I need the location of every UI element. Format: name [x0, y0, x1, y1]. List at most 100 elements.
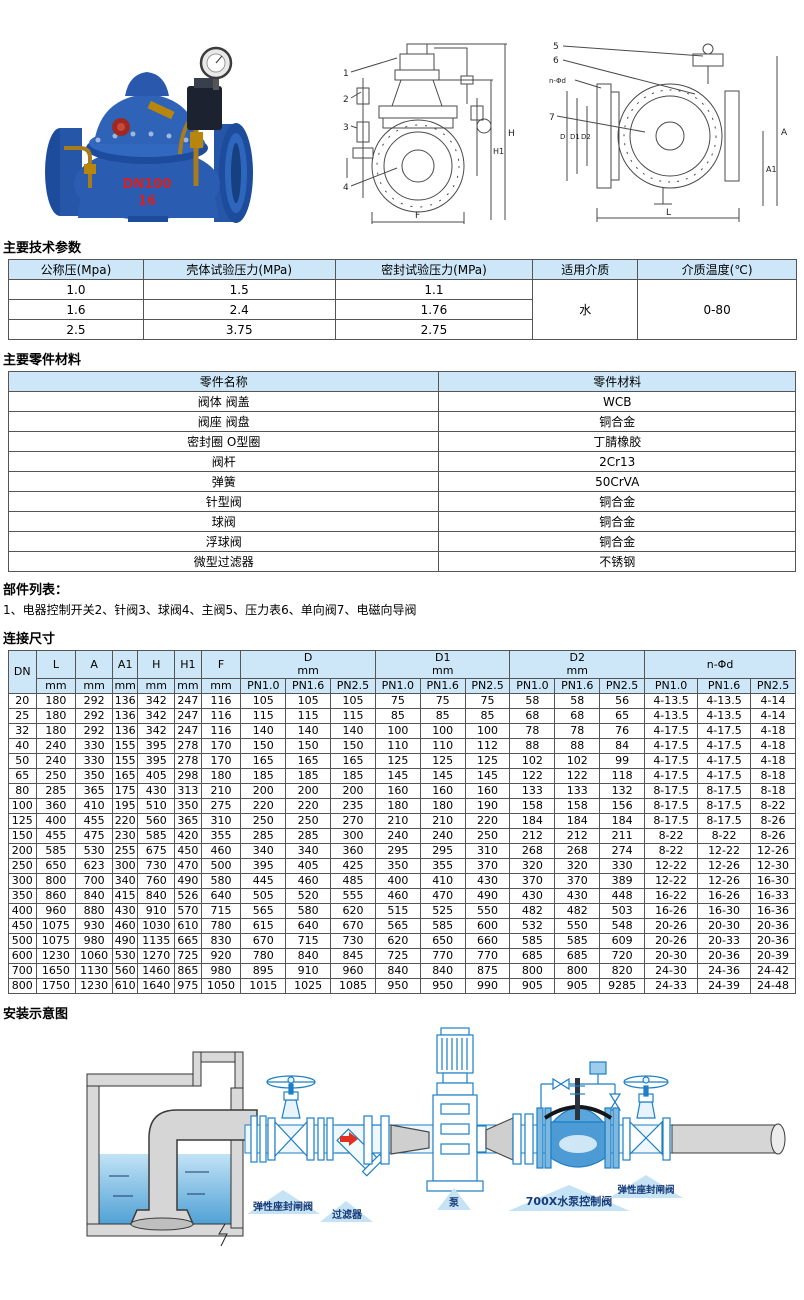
table-cell: 75 [374, 692, 421, 709]
label-triangle [247, 1189, 320, 1214]
table-cell: 212 [509, 827, 556, 844]
table-cell: 615 [240, 917, 287, 934]
small-handwheel-icon [112, 118, 130, 136]
table-cell: 310 [464, 842, 511, 859]
table-cell: 116 [200, 722, 242, 739]
table-cell: 58 [554, 692, 601, 709]
table-cell: 155 [111, 737, 139, 754]
table-cell: 320 [509, 857, 556, 874]
table-cell: 75 [464, 692, 511, 709]
table-cell: 220 [111, 812, 139, 829]
table-cell: 250 [240, 812, 287, 829]
table-cell: 110 [419, 737, 466, 754]
table-row: 1.0 1.5 1.1 水 0-80 [8, 279, 797, 340]
solenoid-valve [187, 78, 222, 130]
table-cell: 532 [509, 917, 556, 934]
table-cell: 730 [137, 857, 176, 874]
table-cell: 295 [374, 842, 421, 859]
table-cell: 8-17.5 [644, 797, 699, 814]
table-cell: 1270 [137, 947, 176, 964]
table-cell: 1.76 [334, 299, 534, 320]
table-cell: 247 [174, 692, 202, 709]
technical-drawing-side: 5 6 7 n-Φd D D1 D2 A A1 L [549, 42, 788, 222]
table-cell: 80 [8, 782, 37, 799]
gate-valve-2 [622, 1075, 671, 1161]
table-cell: 1460 [137, 962, 176, 979]
table-cell: 2.75 [334, 319, 534, 340]
table-cell: 78 [554, 722, 601, 739]
table-cell: 360 [330, 842, 376, 859]
column-header: 介质温度(℃) [637, 259, 797, 280]
pn-header: PN1.0 [374, 677, 421, 694]
table-cell-medium: 水 [532, 279, 639, 340]
table-cell: 278 [174, 752, 202, 769]
table-row: 40 240 330 155 395 278 170 150 150 150 110 110 112 88… [8, 737, 796, 754]
table-cell: 415 [111, 887, 139, 904]
table-cell: 4-13.5 [644, 692, 699, 709]
table-cell: 8-17.5 [697, 797, 752, 814]
label-triangle [609, 1174, 683, 1198]
table-cell: 105 [330, 692, 376, 709]
table-cell: 8-22 [697, 827, 752, 844]
pn-header: PN1.6 [554, 677, 601, 694]
table-cell: 50 [8, 752, 37, 769]
table-cell: WCB [438, 391, 796, 412]
table-cell: 185 [330, 767, 376, 784]
table-cell: 268 [554, 842, 601, 859]
table-cell: 292 [75, 722, 113, 739]
column-header-group-d1: D1 mm [374, 649, 511, 679]
table-cell: 24-36 [697, 962, 752, 979]
table-cell: 20-36 [750, 932, 796, 949]
table-cell: 485 [330, 872, 376, 889]
table-cell: 116 [200, 692, 242, 709]
column-header: H [137, 649, 176, 679]
table-cell: 470 [174, 857, 202, 874]
table-cell: 450 [174, 842, 202, 859]
table-cell: 330 [75, 737, 113, 754]
label-control-valve: 700X水泵控制阀 [526, 1194, 612, 1208]
table-cell: 200 [285, 782, 332, 799]
table-row: 球阀 铜合金 [7, 511, 796, 532]
table-cell: 195 [111, 797, 139, 814]
table-cell: 112 [464, 737, 511, 754]
column-header: 适用介质 [532, 259, 639, 280]
section-title-materials: 主要零件材料 [3, 353, 82, 368]
table-cell: 184 [554, 812, 601, 829]
table-cell: 球阀 [7, 511, 440, 532]
table-cell: 895 [240, 962, 287, 979]
column-header-group-nfd: n-Φd [644, 649, 796, 679]
header-row: 公称压(Mpa) 壳体试验压力(MPa) 密封试验压力(MPa) 适用介质 介质… [8, 259, 797, 280]
table-cell: 175 [111, 782, 139, 799]
table-cell: 298 [174, 767, 202, 784]
table-row: 20 180 292 136 342 247 116 105 105 105 75 75 75 58 58 5… [8, 692, 796, 709]
table-cell: 410 [75, 797, 113, 814]
tech-params-table: 公称压(Mpa) 壳体试验压力(MPa) 密封试验压力(MPa) 适用介质 介质… [8, 259, 797, 340]
table-cell: 660 [464, 932, 511, 949]
table-cell: 阀座 阀盘 [7, 411, 440, 432]
top-images-row: DN100 16 1 2 3 4 H [0, 0, 804, 228]
table-cell: 585 [554, 932, 601, 949]
table-cell: 350 [8, 887, 37, 904]
table-row: 300 800 700 340 760 490 580 445 460 485 400 410 430 3… [8, 872, 796, 889]
table-cell: 640 [200, 887, 242, 904]
table-row: 500 1075 980 490 1135 665 830 670 715 730 620 650 66… [8, 932, 796, 949]
table-row: 2.5 3.75 2.75 [8, 319, 797, 340]
materials-table: 零件名称 零件材料 阀体 阀盖 WCB 阀座 阀盘 铜合金 密封圈 O型圈 丁腈橡胶 阀杆 2… [7, 371, 796, 572]
dim-label-l: L [666, 208, 671, 218]
table-cell: 490 [464, 887, 511, 904]
table-cell: 930 [75, 917, 113, 934]
table-cell: 122 [509, 767, 556, 784]
table-cell: 292 [75, 707, 113, 724]
section-title-tech-params: 主要技术参数 [3, 241, 82, 256]
table-cell: 342 [137, 722, 176, 739]
table-cell: 145 [464, 767, 511, 784]
column-header: A [75, 649, 113, 679]
table-cell: 395 [240, 857, 287, 874]
table-cell: 247 [174, 722, 202, 739]
table-cell: 68 [509, 707, 556, 724]
table-cell: 12-22 [644, 872, 699, 889]
unit-header: mm [35, 677, 77, 694]
table-cell: 425 [330, 857, 376, 874]
